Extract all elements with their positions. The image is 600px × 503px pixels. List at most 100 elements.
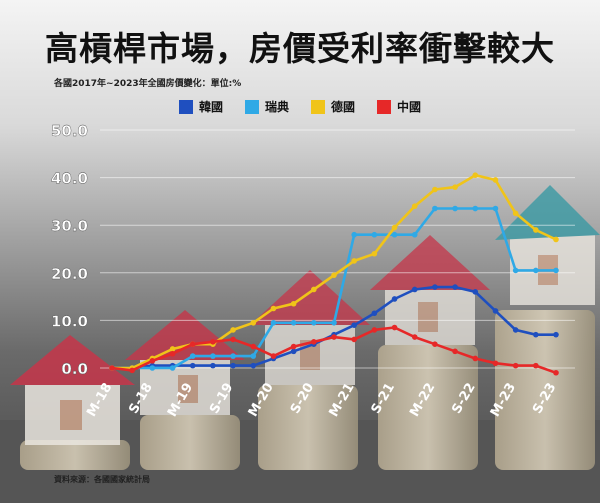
data-point-china xyxy=(210,339,216,345)
data-point-germany xyxy=(472,172,479,179)
data-point-germany xyxy=(391,224,398,231)
data-point-germany xyxy=(411,203,418,209)
chart-subtitle: 各國2017年~2023年全國房價變化：單位:% xyxy=(54,79,242,89)
x-tick-label: M-20 xyxy=(246,381,277,420)
data-point-germany xyxy=(492,177,499,183)
data-point-germany xyxy=(432,186,438,193)
data-point-china xyxy=(472,355,479,362)
x-tick-label: M-23 xyxy=(488,381,519,420)
data-point-korea xyxy=(391,296,398,302)
data-point-germany xyxy=(331,272,337,278)
coin-stack-3 xyxy=(258,385,358,470)
data-point-china xyxy=(351,336,357,343)
data-point-germany xyxy=(351,258,357,264)
legend-swatch-sweden xyxy=(244,99,259,114)
data-point-china xyxy=(109,365,115,371)
legend-label-germany: 德國 xyxy=(331,100,356,114)
data-point-sweden xyxy=(230,353,236,359)
data-point-china xyxy=(331,334,337,340)
legend-item-china: 中國 xyxy=(377,98,421,115)
data-point-germany xyxy=(290,300,297,307)
x-tick-label: S-18 xyxy=(126,381,155,417)
data-point-korea xyxy=(290,348,297,355)
data-point-germany xyxy=(371,250,378,257)
data-point-germany xyxy=(270,305,277,312)
x-tick-label: S-23 xyxy=(530,381,559,417)
x-tick-label: M-22 xyxy=(407,381,438,420)
x-tick-label: S-22 xyxy=(449,381,478,417)
coin-stack-5 xyxy=(495,310,595,470)
data-point-china xyxy=(311,339,317,345)
data-point-china xyxy=(230,336,236,343)
legend-label-korea: 韓國 xyxy=(198,100,223,114)
data-point-china xyxy=(250,343,257,350)
data-point-germany xyxy=(553,236,559,243)
data-point-sweden xyxy=(472,205,479,212)
y-tick-label: 30.0 xyxy=(51,217,88,235)
legend-swatch-korea xyxy=(178,99,193,114)
data-point-germany xyxy=(452,184,458,190)
y-tick-label: 20.0 xyxy=(51,265,88,283)
data-point-sweden xyxy=(452,205,458,212)
data-point-sweden xyxy=(553,267,559,274)
data-point-china xyxy=(452,348,458,355)
data-point-sweden xyxy=(189,353,196,359)
data-point-sweden xyxy=(210,353,216,359)
data-point-korea xyxy=(553,331,559,338)
x-tick-label: M-19 xyxy=(165,381,196,420)
data-point-sweden xyxy=(533,267,539,274)
data-point-china xyxy=(391,324,398,331)
data-point-germany xyxy=(311,286,317,293)
data-point-sweden xyxy=(391,231,398,238)
data-point-korea xyxy=(230,362,236,369)
data-point-china xyxy=(169,350,176,357)
series-line-sweden xyxy=(112,207,556,370)
data-point-china xyxy=(189,341,196,348)
data-point-korea xyxy=(210,362,216,369)
chart-title: 高槓桿市場，房價受利率衝擊較大 xyxy=(45,29,555,68)
data-point-china xyxy=(129,367,135,374)
house-1 xyxy=(10,335,135,445)
x-tick-label: S-20 xyxy=(288,381,317,417)
legend: 韓國 瑞典 德國 中國 xyxy=(0,98,600,115)
data-point-korea xyxy=(533,331,539,338)
data-point-korea xyxy=(371,310,378,317)
data-point-china xyxy=(432,341,438,348)
series-line-korea xyxy=(112,285,556,370)
data-point-korea xyxy=(432,284,438,290)
data-point-korea xyxy=(250,362,257,369)
data-point-sweden xyxy=(432,205,438,212)
data-point-sweden xyxy=(169,365,176,371)
coin-stack-4 xyxy=(378,345,478,470)
data-point-china xyxy=(270,353,277,359)
x-tick-label: S-19 xyxy=(207,381,236,417)
data-point-china xyxy=(149,358,156,364)
legend-swatch-germany xyxy=(311,99,325,114)
data-point-sweden xyxy=(290,319,297,326)
y-tick-label: 40.0 xyxy=(51,170,88,188)
data-point-china xyxy=(512,362,519,369)
data-point-korea xyxy=(351,322,357,328)
data-point-korea xyxy=(452,284,458,290)
x-tick-label: S-21 xyxy=(369,381,398,417)
data-point-sweden xyxy=(512,267,519,274)
data-point-china xyxy=(290,343,297,350)
y-tick-label: 10.0 xyxy=(51,312,88,330)
data-point-sweden xyxy=(250,353,257,359)
data-point-korea xyxy=(512,327,519,333)
data-point-sweden xyxy=(331,319,337,326)
x-tick-label: M-18 xyxy=(84,381,115,420)
y-tick-label: 50.0 xyxy=(51,122,88,140)
data-point-sweden xyxy=(270,319,277,326)
data-point-sweden xyxy=(492,205,499,212)
data-point-germany xyxy=(169,346,176,352)
legend-swatch-china xyxy=(377,99,392,114)
data-point-germany xyxy=(512,210,519,217)
legend-label-china: 中國 xyxy=(397,100,422,114)
data-point-china xyxy=(411,334,418,340)
data-point-sweden xyxy=(411,231,418,238)
data-point-korea xyxy=(189,362,196,369)
data-point-sweden xyxy=(149,365,156,371)
coin-stack-2 xyxy=(140,415,240,470)
